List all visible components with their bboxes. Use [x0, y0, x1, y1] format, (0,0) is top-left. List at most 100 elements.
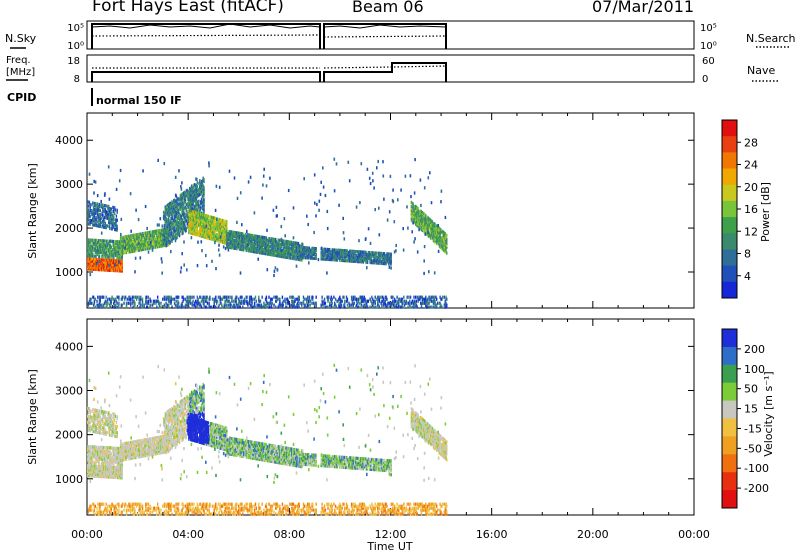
power-cell — [377, 253, 380, 257]
power-cell — [213, 297, 215, 301]
power-cell — [277, 248, 279, 252]
power-cell — [222, 223, 225, 227]
power-cell — [418, 228, 420, 232]
power-cell — [181, 206, 183, 210]
power-cell — [94, 263, 96, 267]
power-cell — [93, 263, 96, 267]
power-cell — [119, 244, 122, 248]
power-cell — [190, 221, 193, 225]
power-cell — [196, 225, 198, 229]
power-cell — [102, 245, 104, 249]
power-cell — [444, 246, 446, 250]
power-cell — [320, 305, 322, 309]
power-cell — [235, 297, 237, 301]
power-cell — [354, 297, 356, 301]
power-cell — [368, 252, 370, 257]
power-cell — [377, 295, 379, 299]
power-cell — [169, 201, 171, 205]
power-cell — [294, 305, 296, 309]
power-cell — [178, 295, 180, 299]
power-cell — [143, 241, 145, 245]
power-cell — [134, 303, 136, 307]
power-cell — [87, 246, 90, 250]
power-cell — [280, 254, 283, 259]
power-cell — [109, 299, 112, 303]
power-cell — [329, 248, 331, 252]
power-cell — [173, 301, 176, 305]
power-cell — [124, 246, 126, 250]
power-cell — [259, 239, 261, 243]
power-cell — [91, 238, 93, 242]
power-cell — [90, 267, 92, 271]
power-cell — [111, 260, 113, 265]
power-cell — [98, 243, 101, 247]
power-cell — [288, 252, 290, 256]
power-cell — [122, 237, 124, 241]
power-cell — [392, 299, 394, 303]
power-cell — [369, 260, 371, 265]
power-cell — [307, 252, 310, 256]
power-cell — [366, 299, 368, 303]
power-cell — [226, 239, 228, 243]
power-cell — [95, 259, 97, 264]
power-cell — [402, 305, 404, 309]
power-cell — [117, 240, 119, 244]
power-cell — [428, 270, 430, 274]
power-cell — [281, 303, 284, 307]
power-cell — [91, 221, 93, 225]
power-cell — [209, 225, 211, 229]
power-cell — [245, 236, 247, 241]
power-cell — [283, 217, 286, 221]
power-cell — [151, 238, 153, 242]
power-cell — [233, 238, 236, 242]
power-cell — [190, 207, 193, 211]
power-cell — [128, 236, 130, 240]
power-cell — [192, 210, 194, 214]
power-cell — [181, 200, 183, 204]
power-cell — [206, 234, 209, 238]
power-cell — [157, 229, 160, 233]
power-cell — [157, 299, 159, 303]
power-cell — [180, 266, 183, 270]
power-cell — [149, 230, 151, 234]
power-cell — [124, 237, 126, 241]
power-cell — [308, 246, 311, 250]
power-cell — [152, 245, 155, 250]
power-cell — [265, 250, 268, 254]
power-cell — [402, 248, 405, 252]
power-cell — [167, 208, 170, 212]
power-cell — [255, 250, 257, 254]
power-cell — [130, 301, 132, 305]
power-cell — [320, 257, 322, 261]
power-cell — [157, 231, 160, 235]
power-cell — [324, 301, 327, 305]
power-cell — [95, 265, 97, 270]
power-cell — [377, 261, 379, 265]
power-cell — [210, 231, 213, 235]
power-cell — [180, 199, 182, 203]
power-cell — [167, 241, 169, 245]
power-cell — [91, 250, 93, 254]
power-cell — [236, 303, 238, 307]
power-cell — [274, 245, 276, 249]
power-cell — [152, 299, 155, 303]
power-cell — [104, 268, 107, 272]
power-cell — [387, 256, 389, 260]
power-cell — [308, 252, 311, 256]
power-cell — [160, 301, 162, 305]
power-cell — [270, 247, 273, 251]
power-cell — [119, 240, 121, 244]
power-cell — [93, 238, 96, 242]
power-cell — [181, 252, 183, 256]
power-cell — [429, 224, 431, 228]
power-cell — [183, 193, 185, 197]
power-cell — [113, 243, 115, 248]
power-cell — [359, 256, 361, 260]
power-cell — [414, 216, 417, 220]
power-cell — [256, 240, 258, 244]
power-cell — [109, 207, 111, 211]
power-cell — [423, 297, 425, 301]
power-cell — [194, 228, 197, 233]
power-cell — [87, 210, 90, 214]
power-cell — [378, 297, 381, 301]
